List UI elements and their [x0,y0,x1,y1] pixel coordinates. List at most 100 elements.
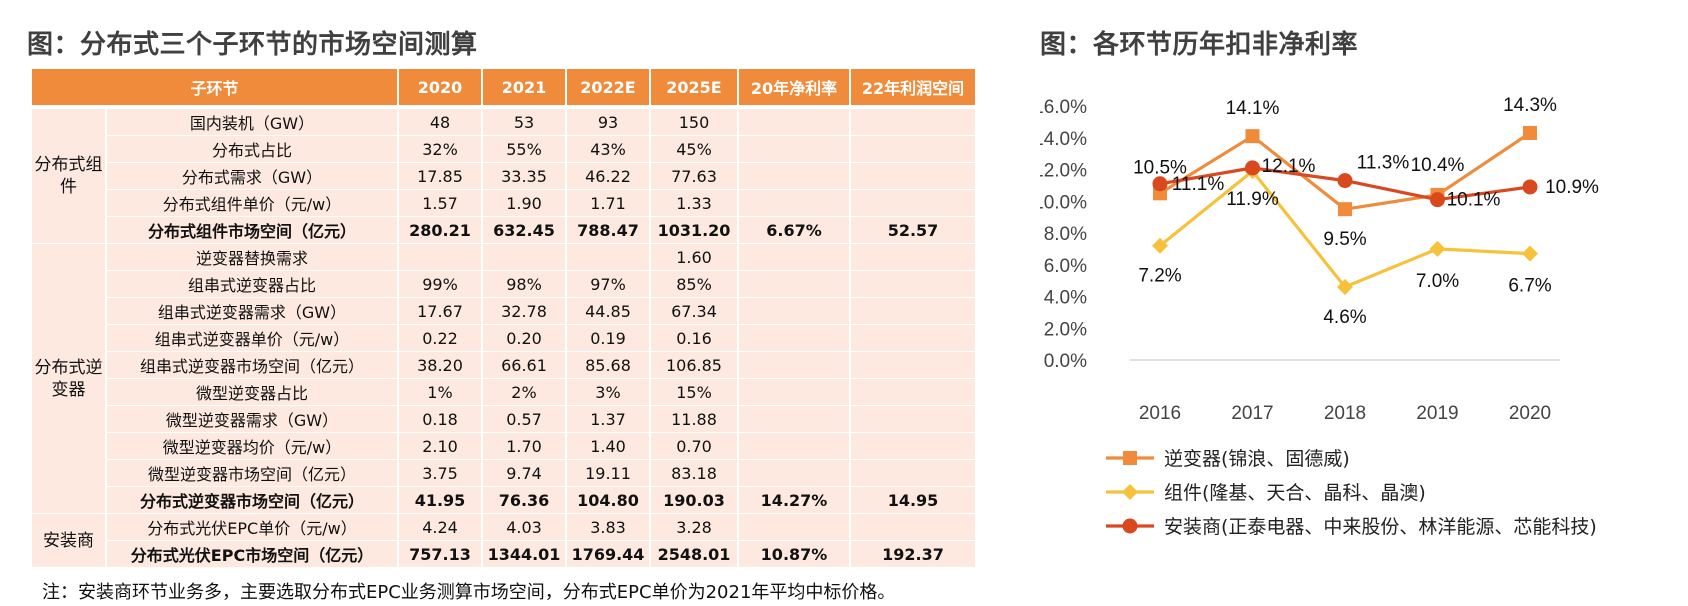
table-cell: 98% [483,271,565,298]
table-cell: 0.18 [399,406,481,433]
table-row: 分布式逆变器 逆变器替换需求 1.60 [32,244,975,514]
legend-label: 逆变器(锦浪、固德威) [1164,448,1350,470]
table-cell: 0.70 [651,433,737,460]
data-label: 10.1% [1447,190,1501,211]
table-cell: 4.03 [483,514,565,541]
table-cell: 2548.01 [651,541,737,568]
table-row: 微型逆变器需求（GW） 0.18 0.57 1.37 11.88 [32,406,975,433]
table-row: 安装商 分布式光伏EPC单价（元/w） 4.24 4.03 3.83 3.28 [32,514,975,568]
table-cell: 85.68 [567,352,649,379]
table-cell: 10.87% [739,541,849,568]
legend-marker [1122,484,1138,500]
row-item-label: 组串式逆变器单价（元/w） [107,325,397,352]
data-label: 10.4% [1411,155,1465,176]
x-tick-label: 2016 [1139,403,1181,424]
table-cell: 0.22 [399,325,481,352]
table-cell: 106.85 [651,352,737,379]
legend-marker [1123,451,1137,465]
header-cell: 子环节 [32,69,397,109]
table-cell: 93 [567,109,649,136]
net-margin-line-chart: 0.0% 2.0% 4.0% 6.0% 8.0% 10.0% 12.0% 14.0% 16.0%… [1040,95,1599,538]
table-cell [739,514,849,541]
table-cell [851,298,975,325]
table-cell [739,244,849,271]
table-cell [851,406,975,433]
header-cell: 22年利润空间 [851,69,975,109]
table-cell: 32.78 [483,298,565,325]
table-cell: 43% [567,136,649,163]
data-point [1245,160,1260,176]
table-cell: 0.19 [567,325,649,352]
table-cell: 46.22 [567,163,649,190]
x-tick-label: 2017 [1231,403,1273,424]
table-cell: 52.57 [851,217,975,244]
header-cell: 2021 [483,69,565,109]
table-cell [851,433,975,460]
table-cell: 1.37 [567,406,649,433]
table-cell: 53 [483,109,565,136]
table-row: 微型逆变器占比 1% 2% 3% 15% [32,379,975,406]
table-cell: 99% [399,271,481,298]
row-item-label: 微型逆变器均价（元/w） [107,433,397,460]
header-cell: 2025E [651,69,737,109]
table-cell [851,352,975,379]
table-cell [739,163,849,190]
table-cell [567,244,649,271]
row-item-label: 组串式逆变器市场空间（亿元） [107,352,397,379]
table-cell: 17.67 [399,298,481,325]
data-point [1523,125,1537,140]
data-label: 6.7% [1508,276,1551,297]
table-cell: 3% [567,379,649,406]
table-cell: 2.10 [399,433,481,460]
data-point [1522,245,1538,262]
table-cell: 3.75 [399,460,481,487]
table-cell: 19.11 [567,460,649,487]
table-cell [739,298,849,325]
table-cell: 788.47 [567,217,649,244]
row-item-label: 微型逆变器市场空间（亿元） [107,460,397,487]
table-cell: 1.90 [483,190,565,217]
table-row: 分布式光伏EPC市场空间（亿元） 757.13 1344.01 1769.44 2548… [32,541,975,568]
table-cell: 83.18 [651,460,737,487]
table-cell [483,244,565,271]
table-cell [851,271,975,298]
data-label: 14.3% [1503,95,1557,116]
table-cell: 0.16 [651,325,737,352]
table-cell: 66.61 [483,352,565,379]
row-item-label: 组串式逆变器需求（GW） [107,298,397,325]
data-label: 12.1% [1262,156,1316,177]
table-row: 组串式逆变器需求（GW） 17.67 32.78 44.85 67.34 [32,298,975,325]
table-title: 图：分布式三个子环节的市场空间测算 [27,30,478,60]
table-cell: 4.24 [399,514,481,541]
table-cell: 1769.44 [567,541,649,568]
table-row: 分布式组件 国内装机（GW） 48 53 93 150 [32,109,975,244]
data-point [1522,179,1538,195]
table-cell [851,514,975,541]
row-item-label: 微型逆变器需求（GW） [107,406,397,433]
table-cell: 1.57 [399,190,481,217]
data-point [1337,278,1353,295]
header-cell: 2020 [399,69,481,109]
group-label: 分布式组件 [32,109,105,244]
table-row: 分布式占比 32% 55% 43% 45% [32,136,975,163]
data-point [1245,129,1260,144]
table-cell: 0.20 [483,325,565,352]
table-cell [739,379,849,406]
table-cell: 33.35 [483,163,565,190]
row-item-label: 组串式逆变器占比 [107,271,397,298]
market-space-table: 子环节 2020 2021 2022E 2025E 20年净利率 22年利润空间… [30,69,977,568]
table-row: 组串式逆变器占比 99% 98% 97% 85% [32,271,975,298]
data-label: 4.6% [1323,307,1366,328]
table-cell: 757.13 [399,541,481,568]
table-cell: 11.88 [651,406,737,433]
data-label: 11.3% [1357,153,1410,174]
x-tick-label: 2019 [1416,403,1458,424]
row-item-label: 分布式组件单价（元/w） [107,190,397,217]
data-label: 10.9% [1545,177,1599,198]
table-row: 分布式需求（GW） 17.85 33.35 46.22 77.63 [32,163,975,190]
data-label: 9.5% [1323,229,1366,250]
row-item-label: 分布式需求（GW） [107,163,397,190]
table-cell: 97% [567,271,649,298]
table-cell: 3.28 [651,514,737,541]
table-cell [739,190,849,217]
